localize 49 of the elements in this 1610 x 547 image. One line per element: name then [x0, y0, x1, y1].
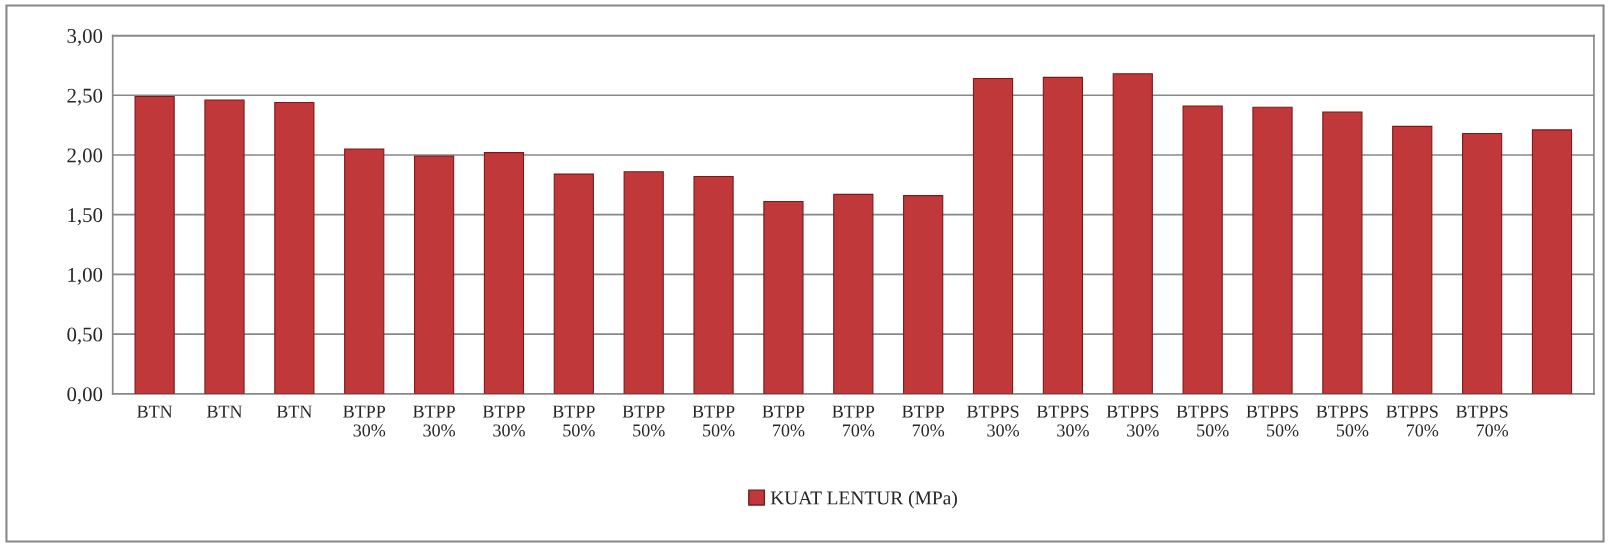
- bar: [553, 173, 594, 394]
- x-tick-label: BTPP 70%: [832, 405, 875, 437]
- y-tick-label: 2,50: [67, 88, 103, 106]
- x-tick-label: BTPPS 70%: [1386, 405, 1439, 437]
- bar: [763, 201, 804, 394]
- bar: [204, 99, 245, 394]
- bar: [1461, 132, 1503, 394]
- bar: [1252, 106, 1293, 394]
- x-tick-label: BTPPS 30%: [966, 405, 1020, 437]
- x-tick-label: BTPPS 30%: [1106, 405, 1159, 437]
- x-tick-label: BTPP 30%: [482, 405, 525, 437]
- x-tick-label: BTPP 70%: [902, 405, 945, 437]
- bar: [1042, 76, 1084, 394]
- legend-label: KUAT LENTUR (MPa): [770, 490, 957, 509]
- bar: [274, 101, 315, 394]
- y-tick-label: 3,00: [67, 28, 103, 46]
- bar: [134, 95, 175, 394]
- x-tick-label: BTPP 70%: [762, 405, 805, 437]
- x-tick-label: BTN: [137, 405, 173, 418]
- x-tick-label: BTPP 30%: [413, 405, 456, 437]
- y-tick-label: 1,50: [68, 208, 103, 226]
- bar: [413, 155, 455, 394]
- x-tick-label: BTPP 50%: [622, 405, 665, 437]
- x-tick-label: BTPP 30%: [343, 405, 386, 437]
- y-tick-label: 2,00: [67, 148, 103, 166]
- bar: [903, 195, 944, 394]
- bar: [1392, 125, 1433, 394]
- y-tick-label: 0,00: [67, 387, 103, 405]
- x-tick-label: BTPPS 50%: [1316, 405, 1369, 437]
- x-tick-label: BTPP 50%: [552, 405, 595, 437]
- bar: [833, 193, 874, 394]
- x-tick-label: BTPPS 30%: [1036, 405, 1089, 437]
- y-tick-label: 0,50: [67, 327, 103, 345]
- y-tick-label: 1,00: [68, 267, 103, 285]
- x-tick-label: BTPPS 50%: [1176, 405, 1229, 437]
- bar: [623, 171, 664, 394]
- bar: [693, 175, 734, 394]
- x-tick-label: BTPPS 70%: [1456, 405, 1509, 437]
- x-tick-label: BTN: [206, 405, 243, 418]
- x-tick-label: BTPPS 50%: [1246, 405, 1299, 437]
- bar: [1112, 73, 1153, 394]
- bar: [344, 148, 385, 394]
- bar: [972, 77, 1014, 394]
- bar: [1182, 105, 1223, 394]
- x-tick-label: BTPP 50%: [692, 405, 735, 437]
- bar: [483, 152, 525, 394]
- bar: [1531, 129, 1573, 394]
- bar: [1322, 111, 1363, 394]
- x-tick-label: BTN: [276, 405, 312, 418]
